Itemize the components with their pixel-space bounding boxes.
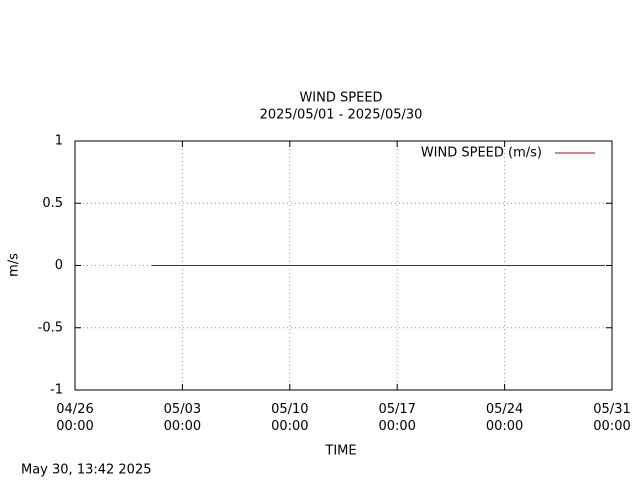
x-tick-label: 05/24 00:00 xyxy=(486,402,523,434)
y-tick-label: 0.5 xyxy=(42,196,63,211)
x-tick-label-line: 00:00 xyxy=(486,419,523,434)
x-axis-label: TIME xyxy=(324,444,356,459)
x-tick-label-line: 05/03 xyxy=(164,402,201,417)
x-tick-label-line: 05/24 xyxy=(486,402,523,417)
plot-frame xyxy=(74,140,613,391)
y-tick-label: -1 xyxy=(50,383,63,398)
footer-timestamp: May 30, 13:42 2025 xyxy=(21,463,152,478)
x-tick-label-line: 00:00 xyxy=(164,419,201,434)
x-tick-label-line: 05/31 xyxy=(593,402,630,417)
x-tick-label-line: 04/26 xyxy=(56,402,93,417)
chart-title: WIND SPEED xyxy=(299,91,382,106)
x-tick-label-line: 00:00 xyxy=(593,419,630,434)
x-tick-label-line: 05/17 xyxy=(378,402,415,417)
x-tick-label: 04/26 00:00 xyxy=(56,402,93,434)
x-tick-label: 05/03 00:00 xyxy=(164,402,201,434)
y-tick-label: -0.5 xyxy=(38,320,63,335)
x-tick-label: 05/17 00:00 xyxy=(378,402,415,434)
y-tick-label: 0 xyxy=(55,258,63,273)
y-tick-label: 1 xyxy=(55,134,63,149)
y-axis-label: m/s xyxy=(7,253,22,277)
x-tick-label-line: 00:00 xyxy=(271,419,308,434)
x-tick-label: 05/10 00:00 xyxy=(271,402,308,434)
x-tick-label-line: 00:00 xyxy=(378,419,415,434)
x-tick-label-line: 00:00 xyxy=(56,419,93,434)
chart-subtitle: 2025/05/01 - 2025/05/30 xyxy=(260,108,423,123)
x-tick-label: 05/31 00:00 xyxy=(593,402,630,434)
x-tick-label-line: 05/10 xyxy=(271,402,308,417)
legend-label: WIND SPEED (m/s) xyxy=(421,146,542,161)
